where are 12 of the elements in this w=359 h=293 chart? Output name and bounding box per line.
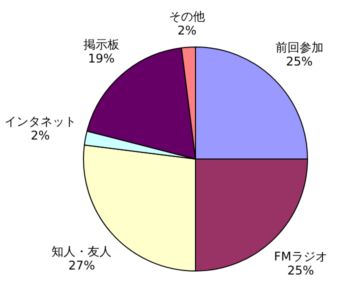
slice-label: FMラジオ [274,249,328,264]
data-label: 2% [177,23,197,38]
slice-label: 掲示板 [83,37,120,52]
slice-label: 前回参加 [275,40,324,54]
data-label: 27% [68,258,95,272]
data-label: 25% [287,263,314,278]
data-label: 25% [286,54,313,68]
slice-label: その他 [169,9,206,24]
data-label: 2% [30,128,50,143]
data-label: 19% [88,51,115,66]
slice-label: 知人・友人 [52,244,112,258]
slice-label: インタネット [4,114,76,129]
